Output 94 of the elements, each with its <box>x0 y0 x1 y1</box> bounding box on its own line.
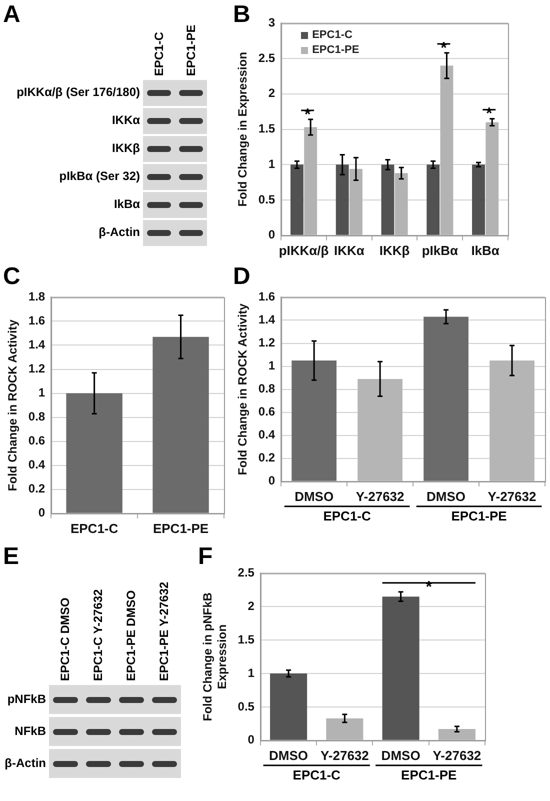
category-label: EPC1-C <box>151 30 167 76</box>
text: EPC1-PE <box>401 767 458 782</box>
category-label: EPC1-PE Y-27632 <box>156 580 172 681</box>
y-tick-label: 0.6 <box>28 434 46 448</box>
category-label: β-Actin <box>98 225 140 239</box>
y-tick-label: 0.5 <box>238 699 255 714</box>
y-tick-label: 1.4 <box>28 338 46 352</box>
legend-label: EPC1-PE <box>312 44 360 56</box>
category-label: IkBα <box>114 197 140 211</box>
y-tick-label: 1.5 <box>238 632 255 646</box>
x-tick-label: Y-27632 <box>432 748 482 763</box>
y-axis-title: Fold Change in pNFkB Expression <box>200 592 229 722</box>
x-tick-label: DMSO <box>269 748 308 763</box>
bar <box>440 66 454 235</box>
bar <box>382 596 420 740</box>
y-tick-label: 1.8 <box>28 290 46 304</box>
text: EPC1-C <box>292 767 342 782</box>
y-tick-label: 1.5 <box>258 122 276 136</box>
x-tick-label: IKKβ <box>379 242 410 258</box>
bar <box>304 127 318 235</box>
category-label: EPC1-C DMSO <box>57 596 73 681</box>
x-tick-label: Y-27632 <box>320 748 369 763</box>
y-tick-label: 0.5 <box>258 192 276 206</box>
y-tick-label: 0.4 <box>28 458 46 472</box>
y-tick-label: 0.4 <box>258 428 276 442</box>
text: EPC1-C <box>323 508 372 524</box>
bar <box>394 173 408 235</box>
y-tick-label: 0.2 <box>258 450 276 465</box>
y-tick-label: 0.6 <box>258 404 276 419</box>
bar <box>292 360 337 481</box>
category-label: NFkB <box>14 724 46 738</box>
bar <box>358 378 402 481</box>
x-tick-label: pIKKα/β <box>278 242 329 258</box>
y-tick-label: 1.2 <box>28 362 46 376</box>
y-tick-label: 2.5 <box>258 50 276 65</box>
category-label: EPC1-PE DMSO <box>123 589 139 681</box>
category-label: pIkBα (Ser 32) <box>59 169 140 183</box>
category-label: IKKβ <box>112 141 140 155</box>
y-tick-label: 0 <box>38 506 46 520</box>
bar <box>424 316 468 481</box>
y-tick-label: 0.2 <box>28 482 46 496</box>
category-label: pIKKα/β (Ser 176/180) <box>16 85 140 99</box>
y-tick-label: 1.6 <box>28 314 46 328</box>
chart-title: B <box>233 1 250 28</box>
bar <box>490 360 534 481</box>
chart-title: F <box>198 543 213 570</box>
chart-title: D <box>233 263 250 290</box>
text: A <box>3 1 20 28</box>
y-tick-label: 2 <box>248 598 255 613</box>
y-tick-label: 0.8 <box>28 410 46 424</box>
y-tick-label: 1 <box>268 358 276 373</box>
y-tick-label: 1.6 <box>258 290 276 304</box>
y-tick-label: 1.2 <box>258 336 276 350</box>
category-label: pNFkB <box>7 692 46 706</box>
y-tick-label: 2 <box>268 86 276 100</box>
bar <box>350 168 362 235</box>
bar <box>336 164 349 235</box>
category-label: EPC1-C Y-27632 <box>90 588 106 681</box>
y-tick-label: 2.5 <box>238 566 255 580</box>
category-label: IKKα <box>112 113 140 127</box>
chart-title: C <box>3 263 20 290</box>
bar <box>438 729 476 740</box>
y-tick-label: 0 <box>248 732 255 747</box>
y-tick-label: 1.4 <box>258 312 276 327</box>
y-axis-title: Fold Change in ROCK Activity <box>236 303 250 476</box>
bar <box>426 164 440 235</box>
bar <box>472 164 485 235</box>
y-tick-label: 1 <box>38 386 46 400</box>
bar <box>486 122 499 235</box>
bar <box>290 164 304 235</box>
y-axis-title: Fold Change in Expression <box>236 52 250 207</box>
legend-label: EPC1-C <box>312 29 352 42</box>
category-label: EPC1-PE <box>183 24 199 76</box>
category-label: β-Actin <box>4 756 46 770</box>
bar <box>270 674 308 740</box>
x-tick-label: IkBα <box>471 242 500 258</box>
x-tick-label: DMSO <box>294 488 334 504</box>
text: EPC1-PE <box>451 508 508 524</box>
bar <box>381 164 394 235</box>
y-tick-label: 1 <box>268 156 276 171</box>
bar <box>326 718 364 740</box>
y-tick-label: 3 <box>268 16 276 30</box>
y-tick-label: 0 <box>268 474 276 488</box>
x-tick-label: Y-27632 <box>356 488 404 504</box>
y-tick-label: 0 <box>268 228 276 242</box>
x-tick-label: DMSO <box>381 748 420 763</box>
y-axis-title: Fold Change in ROCK Activity <box>6 319 20 492</box>
y-tick-label: 0.8 <box>258 382 276 396</box>
x-tick-label: DMSO <box>426 488 466 504</box>
x-tick-label: pIkBα <box>422 242 458 258</box>
y-tick-label: 1 <box>248 666 255 680</box>
text: E <box>3 543 20 570</box>
x-tick-label: Y-27632 <box>488 488 536 504</box>
x-tick-label: IKKα <box>334 242 364 258</box>
